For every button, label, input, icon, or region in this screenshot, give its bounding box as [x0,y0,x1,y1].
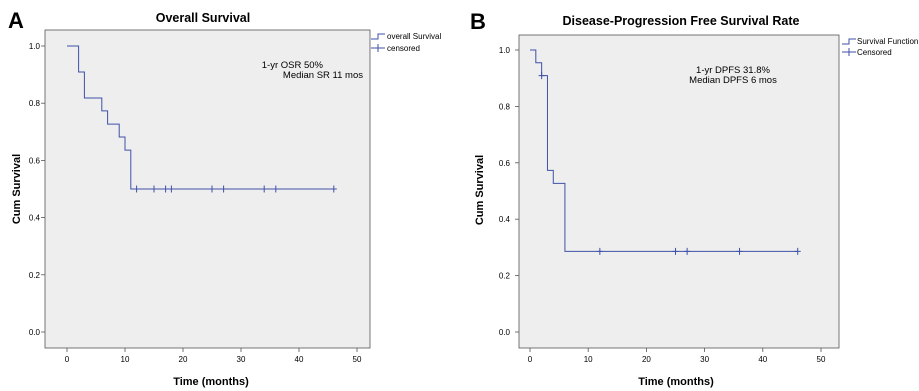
annotation-line-2-a: Median SR 11 mos [283,70,363,81]
censor-mark-b [672,247,679,255]
annotation-line-1-b: 1-yr DPFS 31.8% [696,65,770,76]
y-tick-label-a: 0.2 [29,271,41,280]
survival-step-line-a [67,45,334,190]
legend-b: Survival Function Censored [842,37,918,57]
y-tick-label-b: 0.2 [499,272,511,281]
y-tick-label-b: 0.6 [499,159,511,168]
censor-mark-b [794,247,801,255]
legend-label-survival-b: Survival Function [857,37,918,46]
x-tick-label-b: 40 [758,355,767,364]
x-tick-label-a: 40 [295,355,304,364]
censor-mark-b [596,247,603,255]
y-axis-label-b: Cum Survival [474,155,486,225]
chart-panel-a: A Overall Survival Cum Survival Time (mo… [8,8,441,388]
chart-panel-b: B Disease-Progression Free Survival Rate… [470,9,918,388]
censor-mark-a [151,185,157,193]
x-tick-label-a: 20 [179,355,188,364]
annotation-line-1-a: 1-yr OSR 50% [262,60,324,71]
annotation-line-2-b: Median DPFS 6 mos [689,75,777,86]
y-tick-label-a: 0.8 [29,99,41,108]
x-tick-label-a: 0 [65,355,70,364]
survival-step-line-b [530,49,798,252]
x-tick-label-b: 50 [817,355,826,364]
chart-title-a: Overall Survival [156,11,251,25]
y-tick-label-b: 0.8 [499,102,511,111]
x-tick-label-b: 30 [700,355,709,364]
legend-censor-symbol-b [842,48,856,56]
legend-a: overall Survival censored [371,32,441,53]
x-tick-label-a: 10 [121,355,130,364]
legend-step-symbol-b [842,38,856,45]
censor-mark-b [684,247,691,255]
y-tick-label-b: 0.4 [499,215,511,224]
legend-label-censored-a: censored [387,44,420,53]
x-axis-label-a: Time (months) [173,376,249,388]
x-tick-label-b: 0 [528,355,533,364]
y-tick-label-a: 0.4 [29,214,41,223]
censor-mark-a [168,185,175,193]
legend-label-survival-a: overall Survival [387,32,441,41]
x-axis-label-b: Time (months) [638,376,714,388]
censor-mark-b [736,247,743,255]
y-tick-label-a: 0.0 [29,328,41,337]
chart-title-b: Disease-Progression Free Survival Rate [563,14,800,28]
x-tick-label-b: 10 [584,355,593,364]
y-axis-label-a: Cum Survival [11,154,23,224]
y-tick-label-a: 1.0 [29,42,41,51]
censor-mark-a [330,185,337,193]
legend-step-symbol-a [371,33,385,40]
plot-area-b [518,34,840,349]
censor-mark-a [272,185,279,193]
panel-letter-b: B [470,9,486,34]
censor-mark-a [162,185,169,193]
x-tick-label-a: 50 [353,355,362,364]
censor-mark-a [220,185,227,193]
panel-letter-a: A [8,8,24,33]
censor-mark-a [261,185,268,193]
x-tick-label-a: 30 [237,355,246,364]
y-tick-label-b: 1.0 [499,46,511,55]
legend-label-censored-b: Censored [857,48,892,57]
x-tick-label-b: 20 [642,355,651,364]
censor-mark-a [133,185,140,193]
y-tick-label-b: 0.0 [499,328,511,337]
censor-mark-a [209,185,215,193]
censor-mark-b [538,72,545,80]
legend-censor-symbol-a [371,44,385,52]
y-tick-label-a: 0.6 [29,156,41,165]
